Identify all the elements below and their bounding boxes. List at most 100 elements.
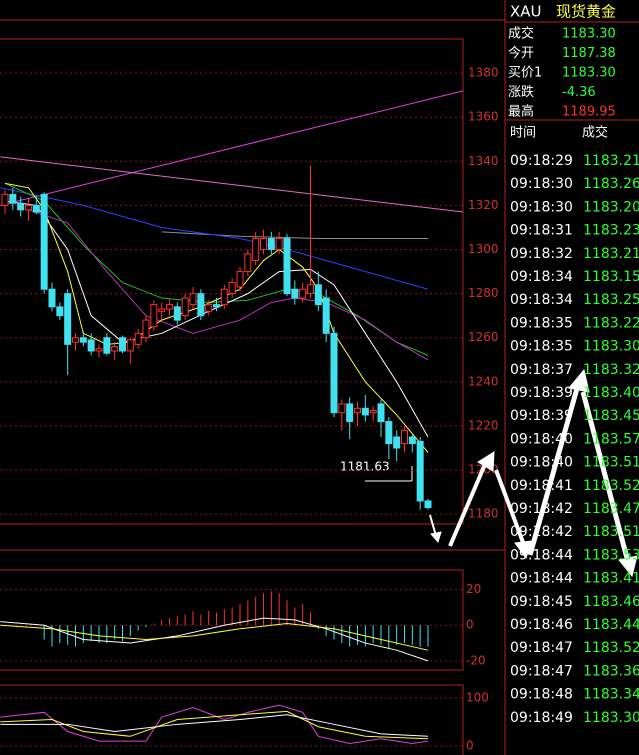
tick-time: 09:18:30	[510, 176, 573, 192]
col-header: 时间	[510, 126, 536, 141]
tick-time: 09:18:47	[510, 663, 573, 679]
candle-body	[181, 297, 189, 317]
kdj-line	[0, 704, 429, 745]
y-tick-label: -20	[466, 653, 486, 667]
quote-value: -4.36	[562, 85, 596, 100]
tick-price: 1183.32	[583, 362, 639, 378]
tick-price: 1183.52	[583, 640, 639, 656]
tick-price: 1183.23	[583, 223, 639, 239]
tick-time: 09:18:32	[510, 246, 573, 262]
col-header: 成交	[582, 125, 608, 141]
candle-body	[275, 237, 283, 251]
candle-body	[220, 288, 228, 306]
macd-frame	[0, 569, 464, 671]
candle-body	[354, 407, 361, 414]
tick-time: 09:18:46	[510, 617, 573, 633]
candle-body	[95, 348, 103, 352]
indicator-line	[0, 187, 429, 290]
tick-time: 09:18:29	[510, 153, 573, 169]
tick-price: 1183.57	[583, 431, 639, 447]
candle-body	[346, 403, 354, 423]
tick-time: 09:18:35	[510, 315, 573, 331]
tick-time: 09:18:48	[510, 687, 573, 703]
quote-value: 1183.30	[562, 27, 616, 42]
candle-body	[173, 306, 181, 321]
candle-body	[158, 308, 166, 312]
y-tick-label: 1240	[468, 374, 499, 388]
quote-label: 涨跌	[508, 84, 534, 100]
candle-body	[189, 293, 197, 306]
candle-body	[424, 500, 432, 509]
kdj-line	[0, 710, 429, 740]
candle-body	[377, 403, 385, 423]
tick-time: 09:18:47	[510, 640, 573, 656]
tick-time: 09:18:30	[510, 199, 573, 215]
y-tick-label: 1320	[468, 198, 499, 212]
candle-body	[401, 429, 408, 445]
quote-value: 1187.38	[562, 46, 616, 61]
candle-body	[252, 237, 260, 262]
candle-body	[64, 293, 72, 345]
arrowhead	[430, 531, 442, 544]
candle-body	[244, 253, 252, 273]
kdj-frame	[0, 684, 464, 755]
arrow	[429, 514, 437, 537]
quote-label: 最高	[508, 104, 534, 120]
tick-price: 1183.44	[583, 617, 639, 633]
y-tick-label: 1360	[468, 110, 499, 124]
tick-time: 09:18:39	[510, 408, 573, 424]
candle-body	[291, 288, 299, 299]
tick-price: 1183.40	[583, 385, 639, 401]
tick-price: 1183.25	[583, 292, 639, 308]
annotation: 1181.63	[340, 460, 390, 474]
candle-body	[314, 284, 322, 306]
candle-body	[338, 403, 346, 414]
candle-body	[361, 407, 369, 416]
tick-time: 09:18:37	[510, 362, 573, 378]
symbol-name: 现货黄金	[556, 3, 616, 21]
drawn-arrows	[429, 368, 638, 578]
candle-body	[236, 271, 244, 288]
candle-body	[299, 288, 307, 299]
tick-time: 09:18:45	[510, 594, 573, 610]
y-tick-label: 1340	[468, 154, 499, 168]
tick-price: 1183.45	[583, 408, 639, 424]
arrowhead	[568, 368, 590, 393]
candle-body	[267, 237, 275, 251]
y-tick-label: 0	[466, 738, 474, 752]
candle-body	[48, 288, 56, 308]
y-tick-label: 20	[466, 582, 481, 596]
candle-body	[79, 337, 87, 343]
candle-body	[72, 337, 79, 343]
tick-price: 1183.20	[583, 199, 639, 215]
arrow	[494, 469, 526, 546]
indicator-line	[0, 90, 464, 206]
candle-body	[393, 436, 401, 449]
candle-body	[408, 436, 416, 445]
tick-time: 09:18:44	[510, 571, 573, 587]
main-frame	[0, 38, 464, 525]
indicator-line	[4, 200, 429, 438]
candle-body	[213, 304, 220, 308]
tick-time: 09:18:39	[510, 385, 573, 401]
candle-body	[25, 204, 32, 211]
tick-price: 1183.51	[583, 524, 639, 540]
candle-body	[205, 304, 213, 312]
y-tick-label: 1300	[468, 242, 499, 256]
quote-value: 1183.30	[562, 66, 616, 81]
y-tick-label: 1380	[468, 66, 499, 80]
tick-price: 1183.21	[583, 153, 639, 169]
y-tick-label: 0	[466, 618, 474, 632]
candle-body	[142, 319, 150, 339]
candle-body	[416, 440, 424, 502]
y-tick-label: 100	[466, 690, 489, 704]
arrow	[527, 384, 581, 556]
quote-label: 成交	[508, 26, 534, 42]
candle-body	[322, 297, 330, 334]
tick-price: 1183.52	[583, 478, 639, 494]
candle-body	[260, 237, 267, 251]
tick-time: 09:18:35	[510, 339, 573, 355]
y-tick-label: 1180	[468, 507, 499, 521]
